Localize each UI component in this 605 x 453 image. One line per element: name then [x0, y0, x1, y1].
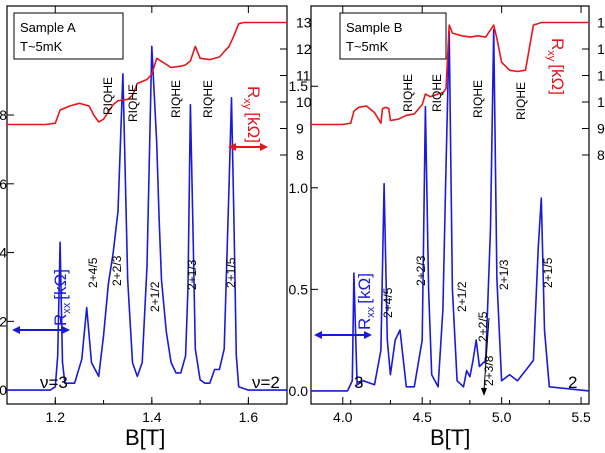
x-tick-label: 1.4 — [142, 409, 162, 425]
riqhe-label: RIQHE — [401, 74, 415, 112]
rxy-tick-label: 10 — [296, 94, 312, 110]
rxy-tick-label: 9 — [597, 121, 605, 137]
filling-factor-label: 2+1/5 — [541, 257, 555, 288]
riqhe-label: RIQHE — [126, 84, 140, 122]
y-tick-label: 0.2 — [0, 313, 7, 329]
rxy-tick-label: 10 — [597, 94, 605, 110]
plot-frame — [310, 5, 590, 405]
y-tick-label: 0.0 — [0, 382, 7, 398]
rxy-tick-label: 11 — [296, 68, 311, 84]
info-line: Sample B — [346, 20, 402, 35]
filling-factor-label: 2+1/2 — [148, 281, 162, 312]
rxy-tick-label: 9 — [296, 121, 304, 137]
rxy-axis-label: Rxy[kΩ] — [228, 86, 268, 151]
filling-factor-label: 2+4/5 — [381, 287, 395, 318]
riqhe-label: RIQHE — [169, 80, 183, 118]
panel-sample-a: Sample A T~5mK 1.2 1.4 1.6 0.0 0.2 0.4 0.6 0.8 8… — [0, 5, 312, 450]
x-tick-label: 1.6 — [239, 409, 259, 425]
rxy-tick-label: 13 — [296, 15, 312, 31]
y-tick-label: 0.6 — [0, 176, 7, 192]
filling-factor-label: 2+1/5 — [224, 257, 238, 288]
info-line: T~5mK — [20, 39, 63, 54]
rxy-tick-label: 13 — [597, 15, 605, 31]
rxy-tick-label: 12 — [597, 41, 605, 57]
x-axis-label: B[T] — [430, 425, 470, 450]
svg-text:Rxx[kΩ]: Rxx[kΩ] — [355, 273, 377, 330]
info-box — [13, 12, 124, 60]
rxy-axis-label: Rxy[kΩ] — [545, 38, 567, 95]
riqhe-label: RIQHE — [471, 80, 485, 118]
y-tick-label: 0.5 — [289, 281, 309, 297]
panel-sample-b: Sample B T~5mK 4.0 4.5 5.0 5.5 0.0 0.5 1.0 1.5 8… — [289, 5, 605, 450]
x-tick-label: 5.0 — [492, 409, 512, 425]
y-tick-label: 0.0 — [289, 383, 309, 399]
rxy-tick-label: 12 — [296, 41, 312, 57]
annotation-arrow — [481, 388, 487, 396]
rxy-tick-label: 8 — [296, 147, 304, 163]
svg-text:Rxy[kΩ]: Rxy[kΩ] — [241, 86, 263, 143]
rxx-series-line — [7, 45, 287, 391]
riqhe-label: RIQHE — [101, 77, 115, 115]
x-axis-label: B[T] — [125, 425, 165, 450]
x-tick-label: 5.5 — [571, 409, 591, 425]
x-tick-label: 1.2 — [46, 409, 66, 425]
nu-label: 3 — [354, 373, 363, 392]
y-tick-label: 0.4 — [0, 245, 7, 261]
filling-factor-label: 2+2/3 — [110, 255, 124, 286]
info-line: T~5mK — [346, 39, 389, 54]
svg-text:Rxx[kΩ]: Rxx[kΩ] — [51, 269, 73, 326]
rxx-series-line — [311, 28, 589, 392]
svg-text:Rxy[kΩ]: Rxy[kΩ] — [545, 38, 567, 95]
nu-label: ν=2 — [252, 373, 280, 392]
rxy-series-line — [311, 21, 589, 126]
nu-label: ν=3 — [40, 373, 68, 392]
rxx-axis-label: Rxx[kΩ] — [314, 273, 377, 339]
x-tick-label: 4.0 — [333, 409, 353, 425]
rxx-axis-label: Rxx[kΩ] — [12, 269, 73, 334]
filling-factor-label: 2+2/5 — [476, 311, 490, 342]
annotation-line — [483, 317, 490, 391]
rxy-series-line — [7, 21, 287, 126]
riqhe-label: RIQHE — [514, 82, 528, 120]
filling-factor-label: 2+1/3 — [497, 259, 511, 290]
info-box — [339, 12, 447, 60]
y-tick-label: 1.5 — [289, 78, 309, 94]
nu-label: 2 — [568, 373, 577, 392]
riqhe-label: RIQHE — [201, 80, 215, 118]
info-line: Sample A — [20, 20, 76, 35]
filling-factor-label: 2+1/3 — [185, 259, 199, 290]
filling-factor-label: 2+2/3 — [414, 255, 428, 286]
x-tick-label: 4.5 — [412, 409, 432, 425]
filling-factor-label: 2+4/5 — [86, 257, 100, 288]
filling-factor-label: 2+1/2 — [455, 281, 469, 312]
riqhe-label: RIQHE — [430, 74, 444, 112]
y-tick-label: 1.0 — [289, 180, 309, 196]
rxy-tick-label: 11 — [597, 68, 605, 84]
y-tick-label: 0.8 — [0, 107, 7, 123]
plot-frame — [6, 5, 288, 405]
rxy-tick-label: 8 — [597, 147, 605, 163]
